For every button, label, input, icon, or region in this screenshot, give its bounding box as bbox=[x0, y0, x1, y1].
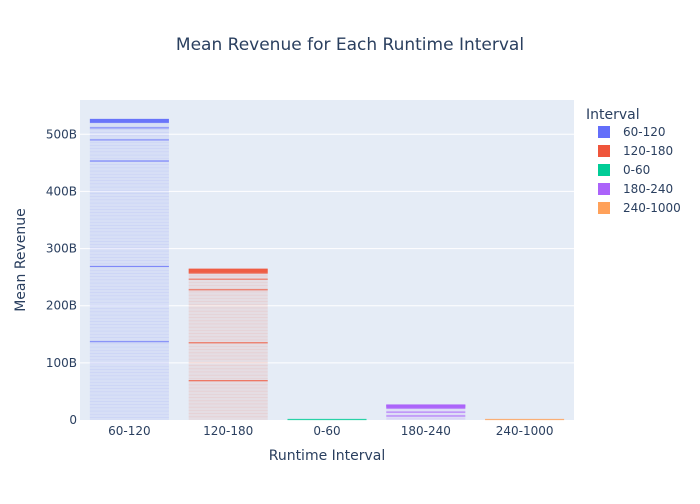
legend-label: 60-120 bbox=[623, 125, 666, 139]
legend-item[interactable]: 120-180 bbox=[598, 144, 673, 158]
legend-swatch bbox=[598, 145, 610, 157]
x-tick-label: 120-180 bbox=[203, 424, 253, 438]
legend-swatch bbox=[598, 164, 610, 176]
bar bbox=[188, 268, 268, 420]
gridlines bbox=[80, 133, 574, 364]
x-tick-label: 180-240 bbox=[401, 424, 451, 438]
legend-item[interactable]: 240-1000 bbox=[598, 201, 681, 215]
x-tick-label: 0-60 bbox=[313, 424, 340, 438]
legend-label: 0-60 bbox=[623, 163, 650, 177]
legend-item[interactable]: 180-240 bbox=[598, 182, 673, 196]
y-tick-label: 0 bbox=[69, 413, 77, 427]
y-axis-ticks: 0 100B 200B 300B 400B 500B bbox=[46, 127, 77, 427]
bars bbox=[89, 118, 565, 421]
legend-items: 60-120 120-180 0-60 180-240 240-1000 bbox=[598, 125, 681, 215]
chart-title: Mean Revenue for Each Runtime Interval bbox=[176, 35, 524, 55]
x-axis-title: Runtime Interval bbox=[269, 448, 386, 464]
legend-label: 180-240 bbox=[623, 182, 673, 196]
legend-title: Interval bbox=[586, 107, 640, 123]
legend-item[interactable]: 0-60 bbox=[598, 163, 650, 177]
x-tick-label: 60-120 bbox=[108, 424, 151, 438]
legend-swatch bbox=[598, 126, 610, 138]
legend-label: 240-1000 bbox=[623, 201, 681, 215]
y-tick-label: 400B bbox=[46, 184, 77, 198]
legend: Interval 60-120 120-180 0-60 180-240 240-100… bbox=[586, 107, 681, 215]
y-tick-label: 500B bbox=[46, 127, 77, 141]
y-tick-label: 200B bbox=[46, 299, 77, 313]
x-tick-label: 240-1000 bbox=[496, 424, 554, 438]
bar bbox=[89, 118, 169, 420]
legend-label: 120-180 bbox=[623, 144, 673, 158]
y-tick-label: 300B bbox=[46, 242, 77, 256]
y-tick-label: 100B bbox=[46, 356, 77, 370]
x-axis-ticks: 60-120 120-180 0-60 180-240 240-1000 bbox=[108, 424, 553, 438]
y-axis-title: Mean Revenue bbox=[13, 208, 29, 312]
legend-swatch bbox=[598, 183, 610, 195]
legend-swatch bbox=[598, 202, 610, 214]
legend-item[interactable]: 60-120 bbox=[598, 125, 666, 139]
plot-area bbox=[80, 100, 574, 420]
